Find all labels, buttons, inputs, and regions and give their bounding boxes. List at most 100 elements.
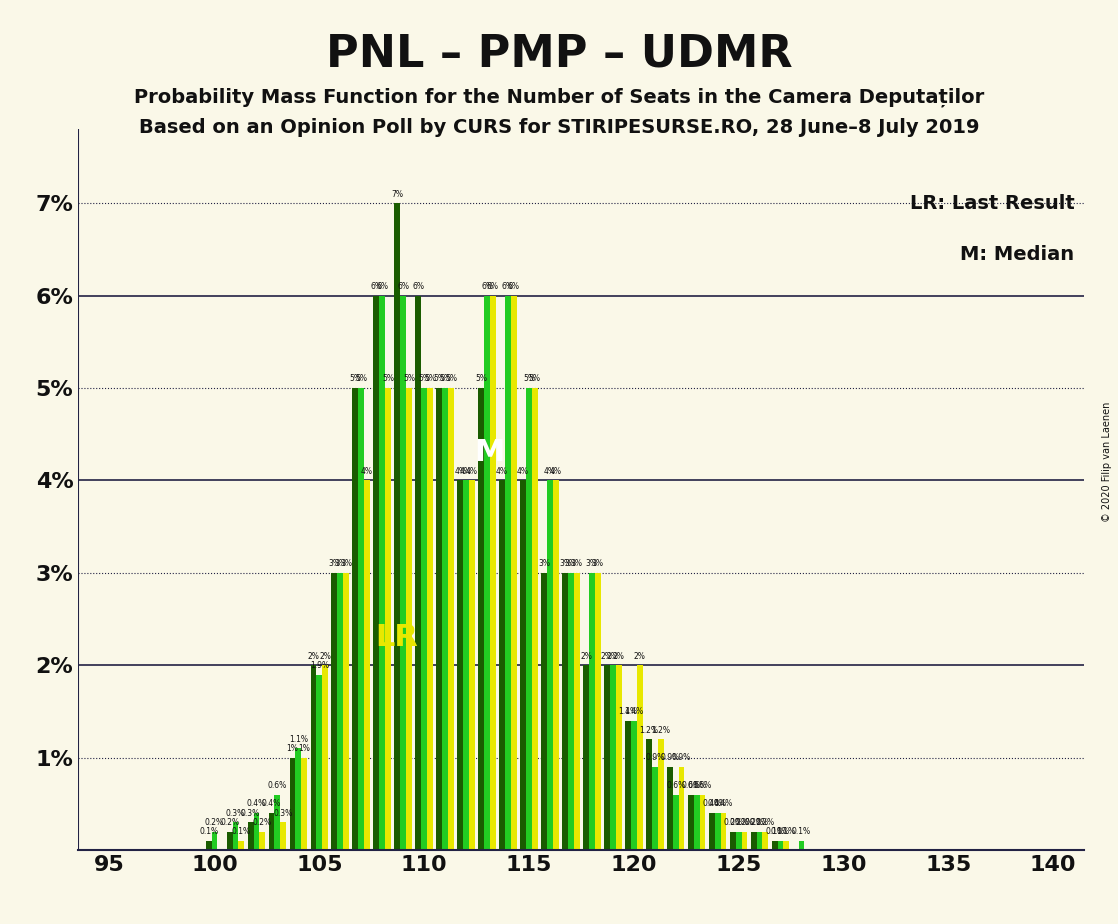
Text: 6%: 6%: [487, 282, 499, 291]
Text: 0.2%: 0.2%: [220, 818, 239, 827]
Text: 6%: 6%: [481, 282, 493, 291]
Bar: [532, 388, 538, 850]
Text: 1%: 1%: [286, 744, 299, 753]
Bar: [525, 388, 532, 850]
Text: 4%: 4%: [496, 467, 508, 476]
Text: 6%: 6%: [370, 282, 382, 291]
Bar: [332, 573, 338, 850]
Text: 5%: 5%: [523, 374, 534, 383]
Bar: [227, 832, 233, 850]
Text: LR: Last Result: LR: Last Result: [910, 194, 1074, 213]
Text: 6%: 6%: [413, 282, 424, 291]
Bar: [457, 480, 463, 850]
Text: 1.9%: 1.9%: [310, 661, 329, 670]
Text: 6%: 6%: [397, 282, 409, 291]
Text: 0.4%: 0.4%: [702, 799, 721, 808]
Bar: [688, 795, 693, 850]
Text: 2%: 2%: [601, 651, 613, 661]
Text: M: Median: M: Median: [960, 245, 1074, 263]
Text: 0.9%: 0.9%: [672, 753, 691, 762]
Text: 6%: 6%: [502, 282, 514, 291]
Bar: [385, 388, 391, 850]
Bar: [268, 813, 274, 850]
Text: 0.2%: 0.2%: [723, 818, 742, 827]
Text: 0.2%: 0.2%: [745, 818, 764, 827]
Bar: [311, 665, 316, 850]
Text: 4%: 4%: [461, 467, 472, 476]
Text: 0.6%: 0.6%: [681, 781, 700, 790]
Bar: [281, 822, 286, 850]
Bar: [582, 665, 589, 850]
Text: Probability Mass Function for the Number of Seats in the Camera Deputaților: Probability Mass Function for the Number…: [134, 88, 984, 107]
Text: 5%: 5%: [382, 374, 394, 383]
Text: 0.4%: 0.4%: [262, 799, 281, 808]
Bar: [574, 573, 579, 850]
Text: 0.1%: 0.1%: [771, 827, 790, 836]
Text: 0.1%: 0.1%: [765, 827, 784, 836]
Bar: [541, 573, 547, 850]
Text: 0.2%: 0.2%: [729, 818, 748, 827]
Bar: [295, 748, 302, 850]
Text: 3%: 3%: [329, 559, 340, 568]
Text: 3%: 3%: [586, 559, 598, 568]
Bar: [416, 296, 421, 850]
Bar: [442, 388, 448, 850]
Bar: [637, 665, 643, 850]
Bar: [338, 573, 343, 850]
Text: 4%: 4%: [550, 467, 561, 476]
Text: Based on an Opinion Poll by CURS for STIRIPESURSE.RO, 28 June–8 July 2019: Based on an Opinion Poll by CURS for STI…: [139, 118, 979, 138]
Text: 6%: 6%: [508, 282, 520, 291]
Text: 5%: 5%: [404, 374, 415, 383]
Text: 0.3%: 0.3%: [274, 808, 293, 818]
Text: 2%: 2%: [320, 651, 331, 661]
Text: 5%: 5%: [445, 374, 457, 383]
Text: 0.9%: 0.9%: [661, 753, 680, 762]
Text: 3%: 3%: [565, 559, 577, 568]
Text: 5%: 5%: [439, 374, 451, 383]
Text: 0.6%: 0.6%: [268, 781, 287, 790]
Bar: [364, 480, 370, 850]
Text: 0.2%: 0.2%: [756, 818, 775, 827]
Text: 5%: 5%: [350, 374, 361, 383]
Text: 5%: 5%: [434, 374, 445, 383]
Text: 6%: 6%: [377, 282, 388, 291]
Text: 3%: 3%: [559, 559, 571, 568]
Text: 1.4%: 1.4%: [618, 707, 637, 716]
Text: 0.1%: 0.1%: [777, 827, 796, 836]
Bar: [470, 480, 475, 850]
Bar: [316, 675, 322, 850]
Bar: [290, 758, 295, 850]
Bar: [657, 739, 664, 850]
Text: 0.1%: 0.1%: [199, 827, 218, 836]
Text: 1.2%: 1.2%: [639, 725, 659, 735]
Bar: [275, 795, 281, 850]
Bar: [322, 665, 329, 850]
Bar: [406, 388, 411, 850]
Bar: [720, 813, 727, 850]
Bar: [762, 832, 768, 850]
Text: LR: LR: [376, 623, 418, 652]
Text: 0.1%: 0.1%: [231, 827, 250, 836]
Text: PNL – PMP – UDMR: PNL – PMP – UDMR: [325, 32, 793, 76]
Text: 5%: 5%: [529, 374, 541, 383]
Text: 0.4%: 0.4%: [708, 799, 727, 808]
Bar: [421, 388, 427, 850]
Bar: [358, 388, 364, 850]
Text: 5%: 5%: [475, 374, 487, 383]
Text: 0.6%: 0.6%: [688, 781, 707, 790]
Text: 0.4%: 0.4%: [714, 799, 733, 808]
Text: 3%: 3%: [571, 559, 582, 568]
Text: 0.3%: 0.3%: [241, 808, 260, 818]
Bar: [248, 822, 254, 850]
Text: 0.3%: 0.3%: [226, 808, 245, 818]
Text: 7%: 7%: [391, 189, 404, 199]
Text: 3%: 3%: [334, 559, 347, 568]
Text: 4%: 4%: [544, 467, 556, 476]
Bar: [547, 480, 552, 850]
Bar: [730, 832, 736, 850]
Text: 4%: 4%: [361, 467, 373, 476]
Text: 4%: 4%: [454, 467, 466, 476]
Text: 0.4%: 0.4%: [247, 799, 266, 808]
Text: 5%: 5%: [356, 374, 367, 383]
Bar: [771, 841, 777, 850]
